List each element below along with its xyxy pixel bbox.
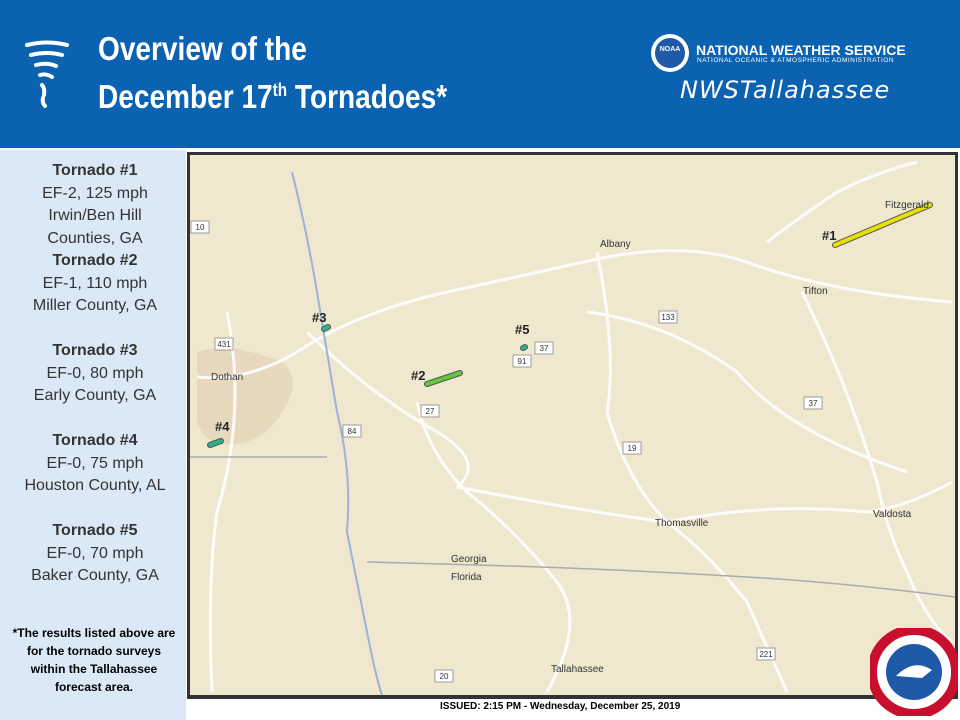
route-label: 37 bbox=[809, 399, 818, 408]
tornado-track bbox=[521, 345, 527, 350]
tornado-detail: Early County, GA bbox=[33, 387, 157, 404]
nws-logo bbox=[870, 628, 958, 716]
city-label: Valdosta bbox=[873, 509, 912, 520]
title: Overview of the bbox=[98, 30, 307, 67]
footnote: *The results listed above are for the to… bbox=[12, 626, 176, 694]
route-label: 20 bbox=[440, 672, 449, 681]
route-shield bbox=[534, 341, 554, 355]
city-label: Thomasville bbox=[655, 518, 709, 529]
tornado-entry: Tornado #5 EF-0, 70 mph Baker County, GA bbox=[0, 520, 190, 588]
logo-text: NOAA bbox=[660, 46, 681, 53]
tornado-title: Tornado #5 bbox=[52, 522, 138, 539]
tornado-entry: Tornado #3 EF-0, 80 mph Early County, GA bbox=[0, 340, 190, 408]
city-label: Albany bbox=[600, 239, 631, 250]
city-label: Georgia bbox=[451, 554, 487, 565]
city-label: Tallahassee bbox=[551, 664, 604, 675]
title: December 17th Tornadoes* bbox=[98, 78, 447, 116]
tornado-detail: Miller County, GA bbox=[32, 297, 158, 314]
tornado-title: Tornado #4 bbox=[52, 432, 138, 449]
route-label: 37 bbox=[540, 344, 549, 353]
route-label: 133 bbox=[661, 313, 675, 322]
route-shield bbox=[622, 441, 642, 455]
tornado-track bbox=[425, 371, 462, 386]
tornado-title: Tornado #2 bbox=[52, 252, 138, 269]
track-label: #5 bbox=[515, 322, 529, 337]
tornado-detail: EF-2, 125 mph bbox=[42, 184, 148, 202]
tornado-entry: Tornado #2 EF-1, 110 mph Miller County, GA bbox=[0, 250, 190, 318]
city-label: Dothan bbox=[211, 372, 243, 383]
title-part: Tornadoes* bbox=[294, 78, 448, 115]
office: NWSTallahassee bbox=[680, 76, 891, 104]
header: Overview of the December 17th Tornadoes*… bbox=[0, 0, 960, 148]
route-shield bbox=[658, 310, 678, 324]
route-shield bbox=[420, 404, 440, 418]
tornado-detail: Irwin/Ben Hill bbox=[48, 207, 142, 224]
map: #1 #2 #3 #4 #5 Fitzgerald Albany Tifton Dothan Th… bbox=[187, 152, 958, 699]
tornado-entry: Tornado #4 EF-0, 75 mph Houston County, AL bbox=[0, 430, 190, 498]
city-label: Fitzgerald bbox=[885, 200, 929, 211]
title-part: December 17 bbox=[98, 78, 273, 115]
route-label: 27 bbox=[426, 407, 435, 416]
tornado-detail: EF-1, 110 mph bbox=[42, 274, 148, 292]
route-shield bbox=[512, 354, 532, 368]
tornado-detail: EF-0, 75 mph bbox=[46, 454, 144, 472]
route-label: 19 bbox=[628, 444, 637, 453]
tornado-detail: EF-0, 80 mph bbox=[46, 364, 144, 382]
title-sup: th bbox=[272, 80, 288, 100]
route-label: 221 bbox=[759, 650, 773, 659]
tornado-track bbox=[322, 325, 330, 331]
route-shield bbox=[214, 337, 234, 351]
track-label: #4 bbox=[215, 419, 230, 434]
tornado-track bbox=[833, 203, 932, 247]
route-shield bbox=[190, 220, 210, 234]
tornado-detail: Houston County, AL bbox=[24, 477, 166, 494]
track-label: #1 bbox=[822, 228, 836, 243]
track-label: #3 bbox=[312, 310, 326, 325]
tornado-icon bbox=[25, 40, 69, 108]
route-label: 91 bbox=[518, 357, 527, 366]
city-label: Florida bbox=[451, 572, 482, 583]
sidebar: Tornado #1 EF-2, 125 mph Irwin/Ben Hill Cou… bbox=[0, 150, 186, 720]
noaa-logo: NOAA bbox=[651, 34, 689, 72]
route-label: 10 bbox=[196, 223, 205, 232]
route-shield bbox=[342, 424, 362, 438]
route-shield bbox=[803, 396, 823, 410]
agency-sub: NATIONAL OCEANIC & ATMOSPHERIC ADMINISTR… bbox=[697, 57, 895, 64]
tornado-detail: EF-0, 70 mph bbox=[46, 544, 144, 562]
tornado-detail: Baker County, GA bbox=[31, 567, 159, 584]
tornado-title: Tornado #3 bbox=[52, 342, 138, 359]
city-label: Tifton bbox=[803, 286, 828, 297]
tornado-track bbox=[208, 439, 223, 447]
agency: NATIONAL WEATHER SERVICE bbox=[696, 42, 906, 58]
route-shield bbox=[756, 647, 776, 661]
track-label: #2 bbox=[411, 368, 425, 383]
route-label: 431 bbox=[217, 340, 231, 349]
tornado-title: Tornado #1 bbox=[52, 162, 138, 179]
tornado-entry: Tornado #1 EF-2, 125 mph Irwin/Ben Hill Cou… bbox=[0, 160, 190, 250]
issued: ISSUED: 2:15 PM - Wednesday, December 25… bbox=[440, 701, 681, 712]
route-shield bbox=[434, 669, 454, 683]
route-label: 84 bbox=[348, 427, 357, 436]
tornado-detail: Counties, GA bbox=[47, 229, 143, 247]
